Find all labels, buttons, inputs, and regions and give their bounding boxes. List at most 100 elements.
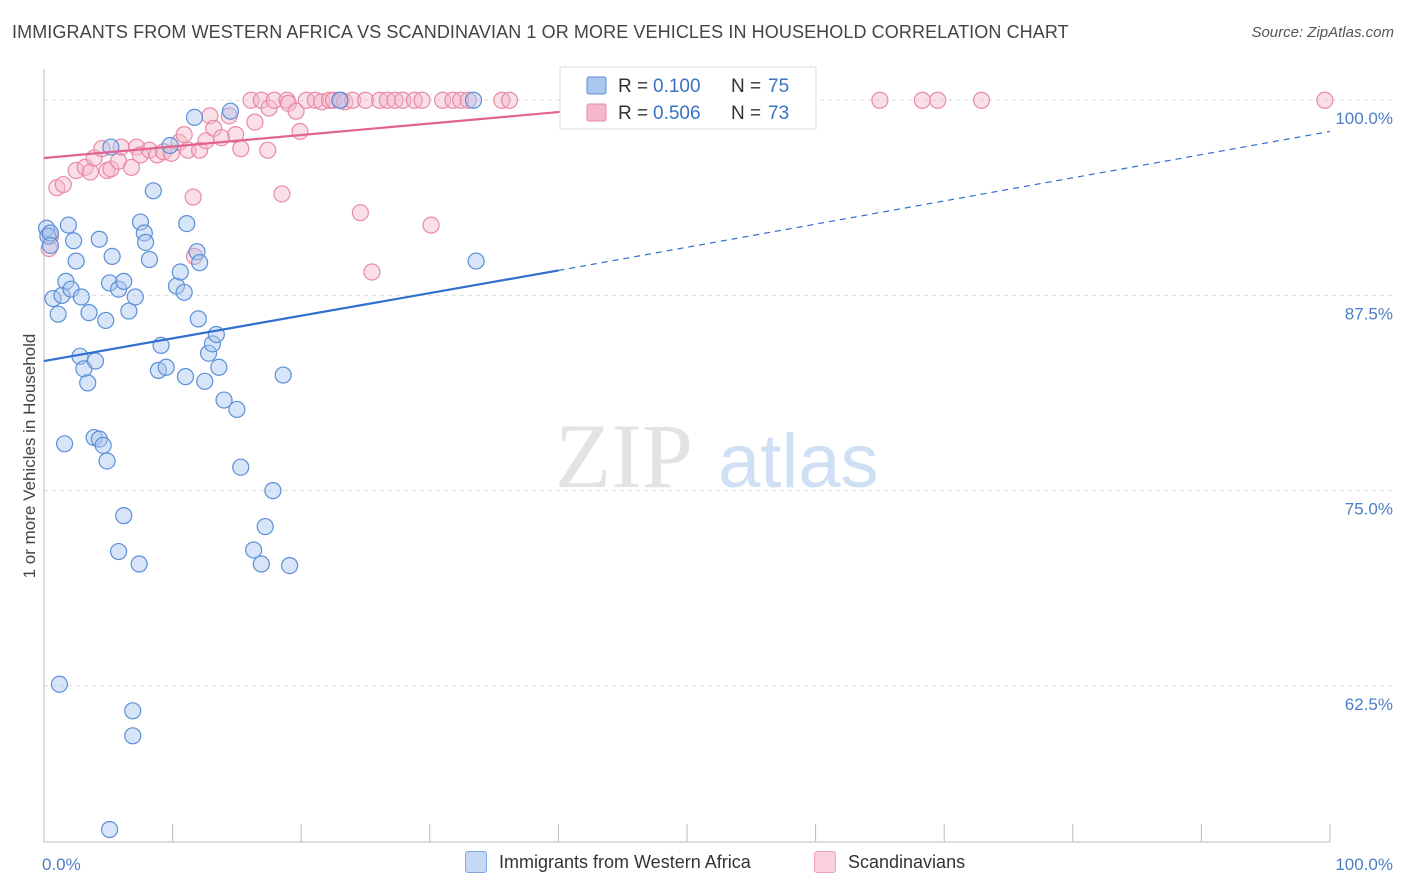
- point-western-africa-37: [175, 283, 193, 301]
- point-scandinavians-24: [191, 141, 209, 159]
- point-scandinavians-42: [291, 122, 309, 141]
- point-western-africa-43: [196, 372, 214, 390]
- point-scandinavians-6: [81, 163, 99, 181]
- point-western-africa-68: [124, 727, 142, 745]
- point-western-africa-26: [131, 213, 150, 231]
- point-western-africa-10: [64, 232, 83, 250]
- point-western-africa-53: [252, 555, 270, 573]
- point-western-africa-8: [59, 216, 78, 234]
- legend-r-value-2: 0.506: [653, 103, 701, 124]
- point-scandinavians-37: [265, 91, 283, 109]
- point-western-africa-58: [331, 91, 349, 109]
- point-western-africa-30: [144, 182, 162, 200]
- point-western-africa-17: [86, 352, 105, 370]
- point-western-africa-51: [232, 458, 250, 476]
- bottom-legend-item-western-africa: Immigrants from Western Africa: [465, 851, 751, 873]
- point-scandinavians-66: [500, 91, 519, 109]
- point-western-africa-65: [115, 507, 133, 525]
- point-western-africa-21: [103, 247, 121, 265]
- legend-n-value-1: 75: [768, 76, 789, 97]
- watermark-atlas: atlas: [718, 419, 879, 504]
- point-western-africa-29: [140, 250, 159, 269]
- point-western-africa-40: [185, 108, 204, 127]
- y-axis-title: 1 or more Vehicles in Household: [20, 334, 39, 579]
- series-scandinavians: [40, 91, 1334, 281]
- point-western-africa-56: [274, 366, 292, 384]
- point-western-africa-73: [467, 252, 485, 270]
- point-western-africa-69: [124, 702, 142, 720]
- legend-r-value-1: 0.100: [653, 76, 701, 97]
- point-western-africa-52: [245, 541, 263, 559]
- point-western-africa-6: [53, 286, 71, 305]
- point-scandinavians-21: [175, 125, 193, 144]
- bottom-legend-swatch-pink: [814, 851, 836, 873]
- point-western-africa-15: [79, 374, 97, 392]
- point-western-africa-74: [189, 310, 207, 328]
- point-western-africa-16: [80, 304, 98, 322]
- bottom-legend: Immigrants from Western Africa Scandinav…: [0, 851, 1406, 879]
- point-scandinavians-44: [306, 91, 324, 109]
- point-scandinavians-59: [413, 91, 431, 109]
- point-western-africa-67: [50, 675, 69, 693]
- y-tick-labels: 62.5% 75.0% 87.5% 100.0%: [1335, 109, 1393, 714]
- chart-title: IMMIGRANTS FROM WESTERN AFRICA VS SCANDI…: [12, 22, 1069, 42]
- point-scandinavians-15: [131, 146, 150, 164]
- point-western-africa-13: [72, 288, 90, 306]
- legend-swatch-pink: [586, 103, 607, 122]
- point-western-africa-66: [130, 555, 148, 573]
- axes: [43, 69, 1331, 843]
- y-tick-label-1: 75.0%: [1345, 500, 1393, 519]
- point-western-africa-20: [100, 274, 119, 292]
- point-western-africa-18: [90, 230, 108, 248]
- point-scandinavians-53: [363, 263, 381, 281]
- point-scandinavians-68: [913, 91, 931, 109]
- point-scandinavians-71: [1316, 91, 1334, 109]
- y-tick-label-2: 87.5%: [1345, 304, 1393, 323]
- point-western-africa-59: [55, 435, 74, 453]
- bottom-legend-label-western-africa: Immigrants from Western Africa: [499, 851, 751, 872]
- point-western-africa-44: [200, 344, 218, 362]
- point-western-africa-3: [41, 236, 60, 255]
- point-western-africa-5: [49, 305, 67, 323]
- point-scandinavians-38: [273, 185, 291, 203]
- point-western-africa-72: [464, 91, 483, 109]
- point-western-africa-39: [178, 215, 196, 233]
- point-scandinavians-31: [232, 140, 250, 158]
- point-scandinavians-52: [356, 91, 375, 109]
- point-western-africa-28: [136, 233, 155, 251]
- point-scandinavians-67: [871, 91, 889, 109]
- point-western-africa-49: [221, 102, 240, 120]
- point-scandinavians-33: [246, 113, 264, 131]
- point-western-africa-42: [191, 254, 209, 272]
- legend-n-label-2: N =: [731, 103, 761, 124]
- point-western-africa-70: [100, 820, 119, 839]
- trend-line-western-africa: [43, 269, 559, 363]
- point-western-africa-55: [264, 482, 282, 500]
- point-western-africa-64: [109, 542, 128, 561]
- point-western-africa-63: [98, 452, 116, 470]
- legend: R = 0.100 N = 75 R = 0.506 N = 73: [559, 66, 817, 130]
- legend-n-value-2: 73: [768, 103, 789, 124]
- legend-r-label-2: R =: [618, 103, 648, 124]
- point-western-africa-62: [94, 436, 112, 454]
- point-scandinavians-60: [422, 216, 440, 234]
- bottom-legend-item-scandinavians: Scandinavians: [814, 851, 965, 873]
- point-scandinavians-23: [184, 188, 202, 206]
- source-credit: Source: ZipAtlas.com: [1251, 24, 1394, 41]
- point-western-africa-23: [115, 272, 133, 290]
- point-western-africa-36: [171, 263, 189, 281]
- point-scandinavians-5: [76, 158, 94, 176]
- bottom-legend-swatch-blue: [465, 851, 487, 873]
- y-tick-label-0: 62.5%: [1345, 695, 1393, 714]
- point-scandinavians-64: [459, 91, 477, 109]
- x-tick-label-1: 100.0%: [1335, 855, 1393, 874]
- watermark: ZIP atlas: [555, 405, 879, 507]
- x-tick-label-0: 0.0%: [42, 855, 81, 874]
- point-scandinavians-35: [259, 141, 277, 159]
- legend-swatch-blue: [586, 76, 607, 95]
- y-tick-label-3: 100.0%: [1335, 109, 1393, 128]
- point-western-africa-19: [97, 311, 115, 330]
- point-scandinavians-69: [929, 91, 947, 109]
- point-western-africa-4: [44, 289, 62, 308]
